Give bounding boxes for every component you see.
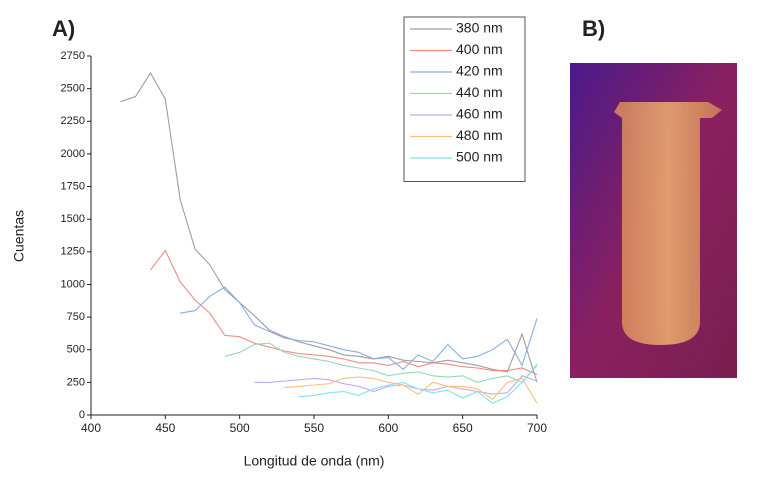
series-line <box>284 376 538 404</box>
x-tick-label: 600 <box>378 421 398 435</box>
x-tick-label: 550 <box>304 421 324 435</box>
legend-box <box>403 16 526 182</box>
x-tick-label: 450 <box>155 421 175 435</box>
x-tick-label: 650 <box>453 421 473 435</box>
legend-label: 380 nm <box>456 20 503 36</box>
series-line <box>254 375 538 395</box>
y-tick-label: 500 <box>67 344 85 356</box>
y-tick-label: 1000 <box>61 278 85 290</box>
x-tick-label: 500 <box>230 421 250 435</box>
series-line <box>120 71 538 383</box>
y-tick-label: 2500 <box>61 83 85 95</box>
y-tick-label: 2750 <box>61 50 85 62</box>
photo <box>570 63 737 378</box>
y-tick-label: 1750 <box>61 180 85 192</box>
y-axis-title: Cuentas <box>11 210 27 262</box>
legend-label: 460 nm <box>456 106 503 122</box>
y-tick-label: 0 <box>79 409 85 421</box>
legend-label: 400 nm <box>456 41 503 57</box>
series-line <box>180 286 538 371</box>
series-line <box>224 342 538 384</box>
legend-label: 500 nm <box>456 149 503 165</box>
y-tick-label: 2250 <box>61 115 85 127</box>
y-tick-label: 1500 <box>61 213 85 225</box>
y-tick-label: 1250 <box>61 246 85 258</box>
series-line <box>150 249 538 376</box>
panel-label: B) <box>582 16 605 41</box>
x-axis-title: Longitud de onda (nm) <box>244 453 385 469</box>
x-tick-label: 700 <box>527 421 547 435</box>
tube <box>614 102 722 345</box>
legend-label: 440 nm <box>456 84 503 100</box>
legend-label: 480 nm <box>456 127 503 143</box>
y-tick-label: 2000 <box>61 148 85 160</box>
series-line <box>299 363 538 404</box>
y-tick-label: 750 <box>67 311 85 323</box>
y-tick-label: 250 <box>67 376 85 388</box>
panel-label: A) <box>52 16 75 41</box>
x-tick-label: 400 <box>81 421 101 435</box>
legend-label: 420 nm <box>456 63 503 79</box>
